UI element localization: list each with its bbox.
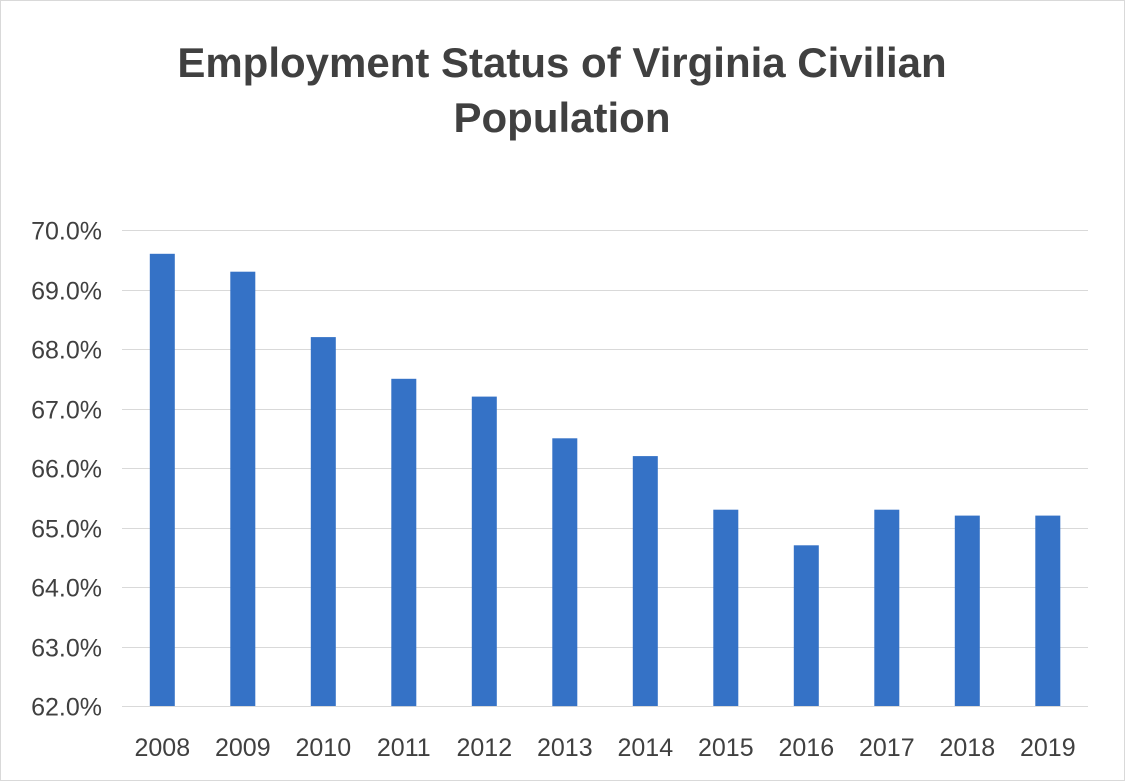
y-tick-label: 66.0% (31, 456, 102, 484)
x-tick-label: 2012 (456, 734, 512, 762)
x-tick-label: 2016 (778, 734, 834, 762)
y-tick-label: 64.0% (31, 575, 102, 603)
bars (149, 253, 1061, 707)
y-tick-label: 63.0% (31, 635, 102, 663)
x-tick-label: 2009 (215, 734, 271, 762)
x-tick-label: 2017 (859, 734, 915, 762)
y-tick-label: 68.0% (31, 337, 102, 365)
x-tick-label: 2010 (295, 734, 351, 762)
y-tick-label: 62.0% (31, 694, 102, 722)
gridlines (122, 230, 1088, 707)
bar-2016 (793, 545, 819, 706)
bar-2009 (230, 271, 256, 706)
bar-2019 (1035, 515, 1061, 706)
y-axis-ticks: 62.0% 63.0% 64.0% 65.0% 66.0% 67.0% 68.0% 69.0%… (31, 218, 102, 722)
bar-2008 (149, 253, 175, 707)
bar-2015 (713, 509, 739, 706)
x-tick-label: 2008 (134, 734, 190, 762)
x-tick-label: 2018 (939, 734, 995, 762)
bar-2010 (310, 337, 336, 706)
x-tick-label: 2011 (377, 734, 431, 762)
bar-2011 (391, 378, 417, 707)
bar-2018 (954, 515, 980, 706)
x-tick-label: 2019 (1020, 734, 1076, 762)
chart-title-line-2: Population (454, 94, 671, 141)
bar-2017 (874, 509, 900, 706)
x-tick-label: 2013 (537, 734, 593, 762)
bar-2012 (471, 396, 497, 706)
y-tick-label: 69.0% (31, 278, 102, 306)
chart-title-line-1: Employment Status of Virginia Civilian (177, 39, 946, 86)
y-tick-label: 67.0% (31, 397, 102, 425)
y-tick-label: 65.0% (31, 516, 102, 544)
x-tick-label: 2014 (617, 734, 673, 762)
x-tick-label: 2015 (698, 734, 754, 762)
bar-2013 (552, 438, 578, 707)
x-axis-ticks: 2008 2009 2010 2011 2012 2013 2014 2015 2016 2017… (134, 734, 1075, 762)
y-tick-label: 70.0% (31, 218, 102, 246)
bar-2014 (632, 456, 658, 706)
